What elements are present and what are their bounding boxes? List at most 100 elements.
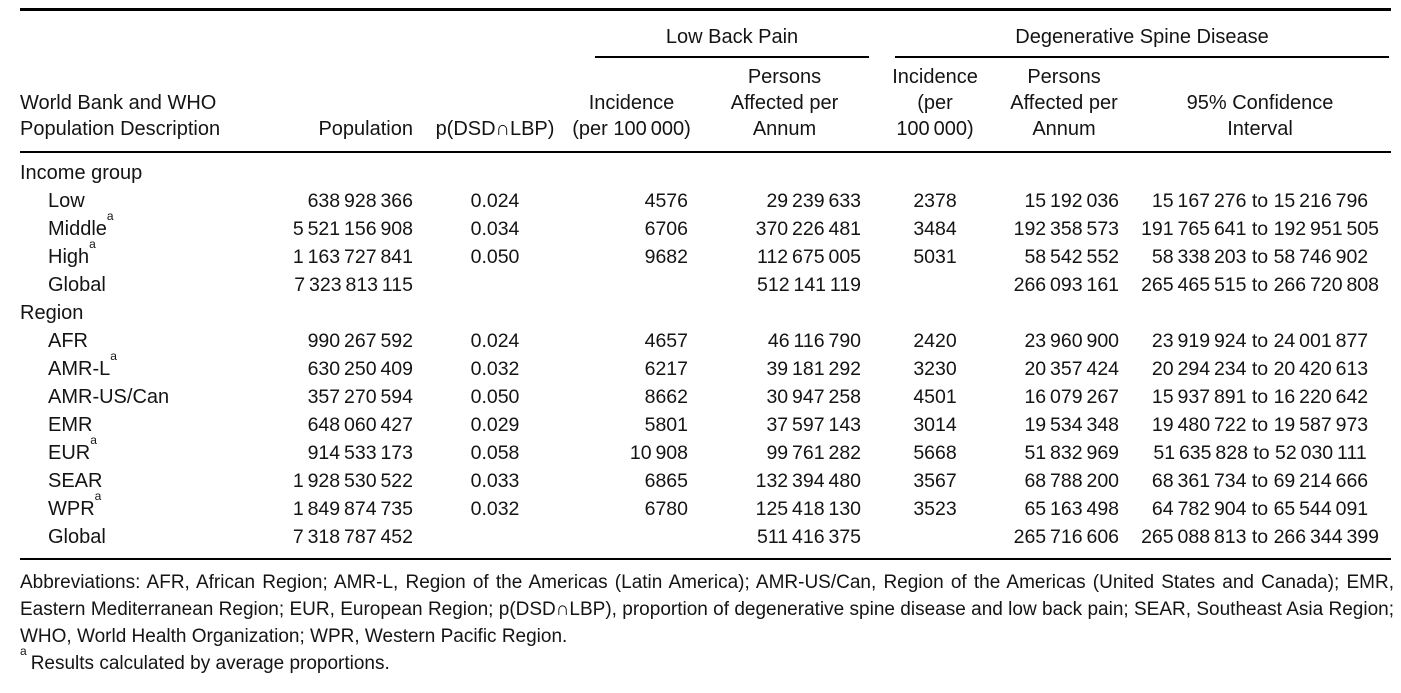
table-cell: 99 761 282 [766,441,862,464]
table-row: Middlea 5 521 156 908 0.034 6706 370 226 481… [20,210,1391,243]
table-cell [565,152,698,187]
row-label: AFR [48,329,88,352]
table-cell: 68 788 200 [1024,469,1120,492]
abbreviations-note: Abbreviations: AFR, African Region; AMR-… [20,572,1394,647]
table-row: AMR-La 630 250 409 0.032 6217 39 181 292 3230… [20,348,1391,383]
table-cell: 3014 [913,413,957,436]
table-cell: 58 338 203 to 58 746 902 [1151,245,1369,268]
table-cell: 0.024 [470,329,520,352]
table-row: Higha 1 163 727 841 0.050 9682 112 675 005 50… [20,236,1391,271]
table-cell [250,299,425,327]
spanner-spacer [20,10,565,59]
table-cell: 0.024 [470,189,520,212]
table-cell: 68 361 734 to 69 214 666 [1151,469,1369,492]
table-cell [565,523,698,559]
table-cell: 0.050 [470,385,520,408]
footnote-marker: a [94,488,102,503]
footnote-a-text: Results calculated by average proportion… [30,653,390,674]
table-cell: 0.029 [470,413,520,436]
table-cell: 16 079 267 [1024,385,1120,408]
table-cell: 638 928 366 [307,189,413,212]
table-cell [871,152,999,187]
row-label: Global [48,273,106,296]
col-header-population: Population [250,58,425,153]
table-cell: 1 849 874 735 [292,497,413,520]
col-header-dsd-incidence: Incidence (per 100 000) [871,58,1000,153]
row-label: Region [20,301,84,324]
table-cell: 15 192 036 [1024,189,1120,212]
row-label: AMR-La [48,348,117,380]
table-cell: 10 908 [629,441,688,464]
table-cell: 64 782 904 to 65 544 091 [1151,497,1369,520]
table-cell: 266 093 161 [1013,273,1120,296]
table-cell: 192 358 573 [1013,217,1120,240]
table-cell [698,299,871,327]
table-cell: 51 635 828 to 52 030 111 [1153,441,1367,464]
table-row: AMR-US/Can 357 270 594 0.050 8662 30 947 258… [20,383,1391,411]
table-cell: 132 394 480 [755,469,862,492]
table-cell [425,271,565,299]
table-cell: 23 960 900 [1024,329,1120,352]
table-cell: 265 716 606 [1013,525,1120,548]
table-cell: 20 294 234 to 20 420 613 [1151,357,1369,380]
table-cell: 265 088 813 to 266 344 399 [1141,525,1379,548]
table-row: EMR 648 060 427 0.029 5801 37 597 143 3014 19 … [20,411,1391,439]
table-cell: 125 418 130 [755,497,862,520]
table-cell: 30 947 258 [766,385,862,408]
table-cell: 0.058 [470,441,520,464]
table-cell: 37 597 143 [766,413,862,436]
section-row: Income group [20,152,1391,187]
table-cell: 3523 [913,497,957,520]
table-cell: 6865 [644,469,688,492]
table-cell: 4657 [644,329,688,352]
col-header-confidence-interval: 95% Confidence Interval [1129,58,1392,153]
spanner-row: Low Back Pain Degenerative Spine Disease [20,10,1391,59]
table-cell [698,152,871,187]
table-cell: 4576 [644,189,688,212]
group-header-degenerative-spine-disease-label: Degenerative Spine Disease [895,25,1390,58]
table-cell: 648 060 427 [307,413,413,436]
table-cell: 512 141 119 [757,273,862,296]
table-cell: 65 163 498 [1024,497,1120,520]
col-header-p-dsd-lbp: p(DSD∩LBP) [425,58,565,153]
table-cell: 1 163 727 841 [292,245,413,268]
footnote-a-marker: a [20,643,27,658]
table-cell: 0.032 [470,357,520,380]
column-header-row: World Bank and WHO Population Descriptio… [20,58,1392,153]
table-row: EURa 914 533 173 0.058 10 908 99 761 282 5668… [20,432,1391,467]
row-label: Higha [48,236,96,268]
table-cell: 0.050 [470,245,520,268]
table-cell: 914 533 173 [307,441,413,464]
row-label: Low [48,189,85,212]
table-row: Global 7 323 813 115 512 141 119 266 093 16… [20,271,1391,299]
table-cell: 58 542 552 [1024,245,1120,268]
table-cell: 4501 [913,385,957,408]
table-cell [871,271,999,299]
table-cell [565,271,698,299]
table-cell: 15 937 891 to 16 220 642 [1151,385,1369,408]
table-cell: 51 832 969 [1024,441,1120,464]
table-cell [1129,152,1391,187]
table-row: AFR 990 267 592 0.024 4657 46 116 790 2420 23 … [20,327,1391,355]
table-cell: 39 181 292 [766,357,862,380]
table-cell: 265 465 515 to 266 720 808 [1141,273,1379,296]
footnote-marker: a [106,208,114,223]
table-cell [425,523,565,559]
table-cell: 2420 [913,329,957,352]
row-label: WPRa [48,488,102,520]
footnote-marker: a [90,432,97,447]
table-cell: 46 116 790 [767,329,862,352]
table-row: Global 7 318 787 452 511 416 375 265 716 60… [20,523,1391,559]
group-header-degenerative-spine-disease: Degenerative Spine Disease [871,10,1391,58]
table-cell [1129,299,1391,327]
table-cell: 990 267 592 [307,329,413,352]
col-header-lbp-incidence: Incidence (per 100 000) [565,58,698,153]
row-label: EURa [48,432,97,464]
table-cell: 357 270 594 [307,385,413,408]
table-cell: 112 675 005 [757,245,862,268]
table-cell: 5 521 156 908 [292,217,413,240]
incidence-table: Low Back Pain Degenerative Spine Disease… [20,8,1392,560]
footnote-marker: a [89,236,96,251]
table-cell [871,523,999,559]
